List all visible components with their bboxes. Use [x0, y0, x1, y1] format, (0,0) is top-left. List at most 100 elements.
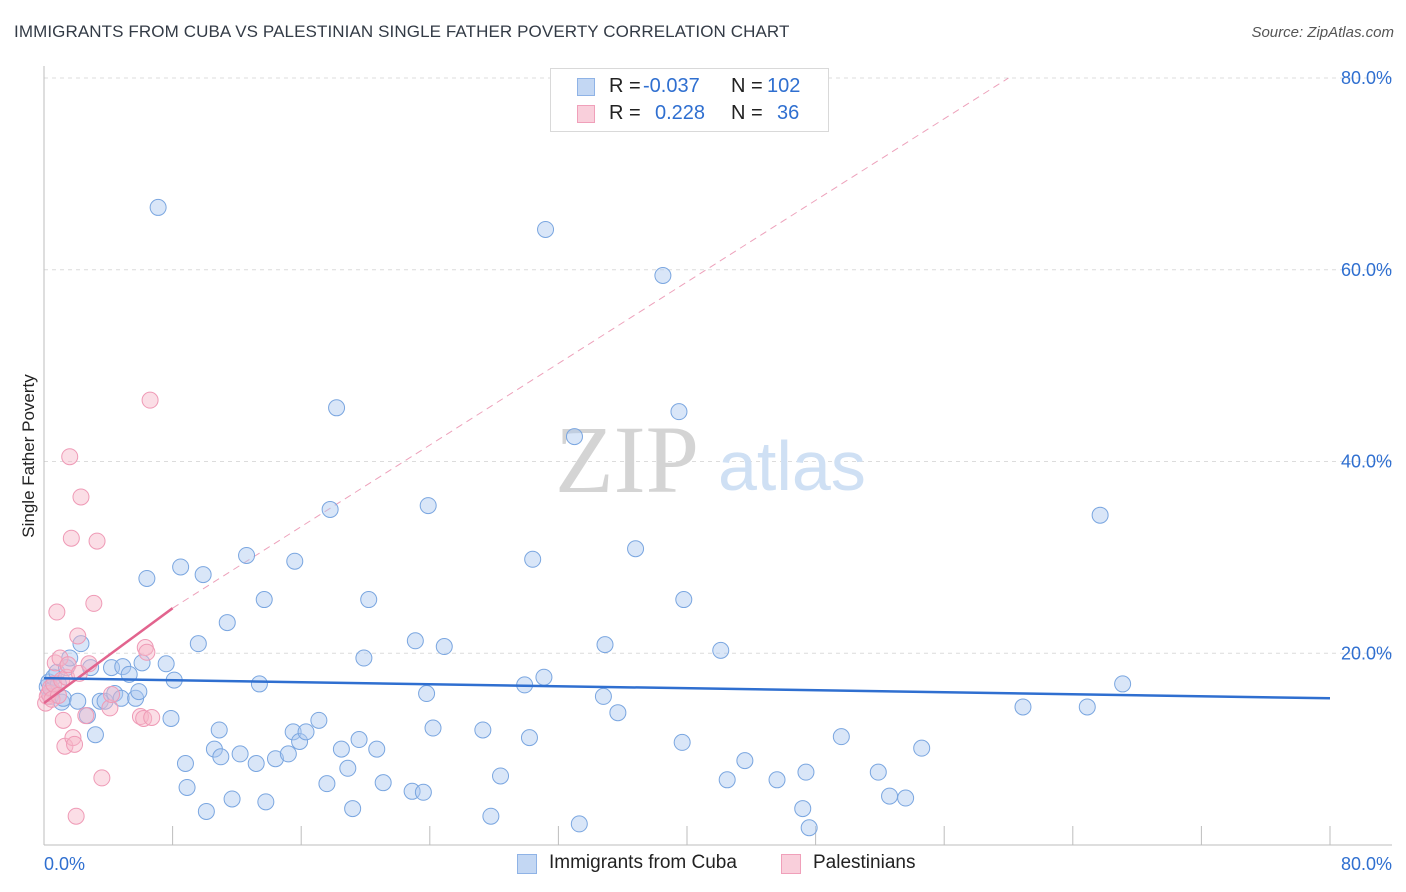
cuba-point [565, 428, 583, 446]
palestinians-point [141, 391, 159, 409]
legend-n-value: 102 [767, 75, 801, 97]
cuba-point [881, 787, 899, 805]
watermark-atlas: atlas [718, 427, 866, 505]
cuba-point [570, 815, 588, 833]
y-axis-title: Single Father Poverty [19, 374, 38, 538]
palestinians-point [72, 488, 90, 506]
cuba-point [418, 685, 436, 703]
palestinians-point [88, 532, 106, 550]
cuba-point [231, 745, 249, 763]
cuba-point [212, 748, 230, 766]
cuba-point [176, 755, 194, 773]
legend-n-value: 36 [777, 102, 800, 124]
cuba-point [627, 540, 645, 558]
palestinians-point [77, 707, 95, 725]
legend-swatch-cuba [577, 78, 595, 96]
legend-n-label: N = [731, 75, 763, 97]
palestinians-trend-extrapolated [172, 77, 1009, 609]
cuba-point [339, 759, 357, 777]
cuba-point [832, 728, 850, 746]
cuba-point [157, 655, 175, 673]
legend-r-label: R = [609, 102, 641, 124]
cuba-point [670, 403, 688, 421]
cuba-point [238, 546, 256, 564]
cuba-point [250, 675, 268, 693]
palestinians-point [54, 711, 72, 729]
cuba-point [247, 755, 265, 773]
cuba-point [210, 721, 228, 739]
cuba-point [138, 569, 156, 587]
chart-source: Source: ZipAtlas.com [1251, 24, 1394, 41]
cuba-point [654, 267, 672, 285]
bottom-legend-label-cuba: Immigrants from Cuba [549, 852, 737, 873]
palestinians-point [59, 656, 77, 674]
cuba-point [675, 591, 693, 609]
cuba-point [130, 683, 148, 701]
cuba-point [374, 774, 392, 792]
cuba-point [194, 566, 212, 584]
legend-n-label: N = [731, 102, 763, 124]
palestinians-point [101, 699, 119, 717]
palestinians-trend-line [43, 607, 174, 705]
cuba-point [223, 790, 241, 808]
y-tick-label-2: 60.0% [1341, 260, 1392, 280]
cuba-point [596, 636, 614, 654]
cuba-point [520, 729, 538, 747]
cuba-point [474, 721, 492, 739]
cuba-point [257, 793, 275, 811]
cuba-point [800, 819, 818, 837]
cuba-point [524, 550, 542, 568]
cuba-point [360, 591, 378, 609]
cuba-point [1078, 698, 1096, 716]
palestinians-point [67, 807, 85, 825]
cuba-point [1114, 675, 1132, 693]
cuba-point [537, 220, 555, 238]
legend-swatch-palestinians [577, 105, 595, 123]
cuba-point [279, 745, 297, 763]
cuba-point [535, 668, 553, 686]
palestinians-point [66, 735, 84, 753]
correlation-legend: R = -0.037 N = 102 R = 0.228 N = 36 [550, 68, 829, 132]
palestinians-point [93, 769, 111, 787]
cuba-point [284, 723, 302, 741]
y-tick-label-3: 80.0% [1341, 68, 1392, 88]
palestinians-trend [172, 77, 1009, 609]
cuba-point [797, 763, 815, 781]
x-tick-label-min: 0.0% [44, 854, 85, 874]
cuba-point [86, 726, 104, 744]
cuba-point [594, 687, 612, 705]
cuba-trend-line [43, 676, 1331, 700]
cuba-point [255, 591, 273, 609]
bottom-legend-swatch-palestinians [781, 854, 801, 874]
gridlines [44, 77, 1392, 654]
cuba-point [419, 497, 437, 515]
cuba-point [492, 767, 510, 785]
legend-r-label: R = [609, 75, 641, 97]
cuba-point [355, 649, 373, 667]
cuba-point [310, 711, 328, 729]
cuba-point [344, 800, 362, 818]
cuba-point [172, 558, 190, 576]
cuba-point [218, 614, 236, 632]
cuba-point [318, 775, 336, 793]
palestinians-point [69, 627, 87, 645]
bottom-legend-swatch-cuba [517, 854, 537, 874]
cuba-point [189, 635, 207, 653]
palestinians-point [85, 594, 103, 612]
cuba-point [406, 632, 424, 650]
cuba-point [332, 740, 350, 758]
cuba-point [718, 771, 736, 789]
cuba-point [69, 692, 87, 710]
chart-title: IMMIGRANTS FROM CUBA VS PALESTINIAN SING… [14, 22, 790, 41]
cuba-point [673, 733, 691, 751]
cuba-point [1091, 506, 1109, 524]
cuba-point [913, 739, 931, 757]
axes [43, 66, 1392, 846]
palestinians-point [62, 529, 80, 547]
cuba-point [414, 783, 432, 801]
palestinians-points [37, 391, 174, 825]
cuba-point [112, 689, 130, 707]
cuba-point [869, 763, 887, 781]
cuba-point [712, 641, 730, 659]
cuba-point [424, 719, 442, 737]
